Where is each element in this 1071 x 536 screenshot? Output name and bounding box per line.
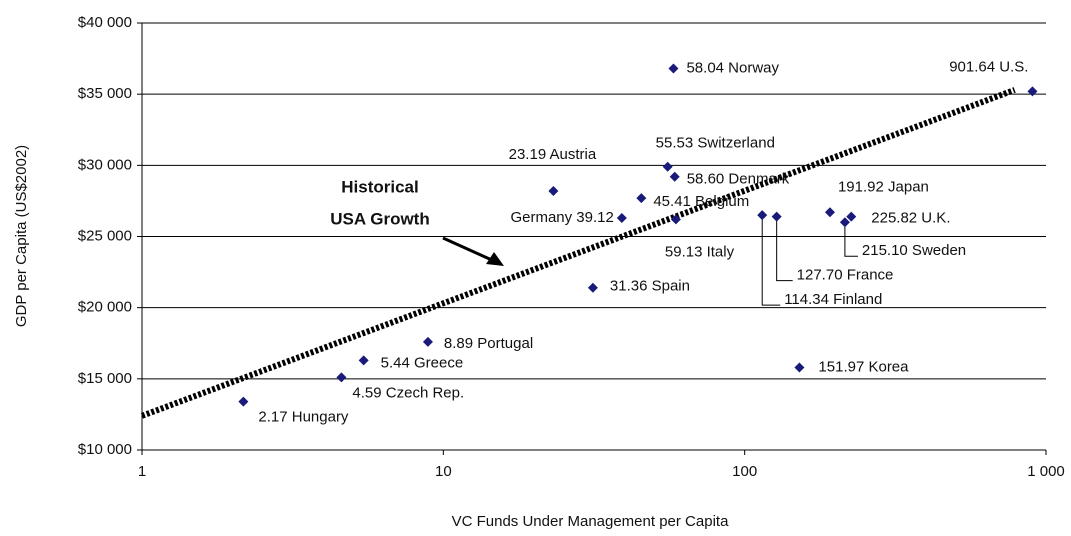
trend-line — [140, 87, 1016, 419]
y-tick-label: $30 000 — [78, 156, 132, 173]
point — [757, 210, 768, 221]
point — [824, 207, 835, 218]
point — [336, 372, 347, 383]
point-label: 5.44 Greece — [381, 354, 464, 371]
point-label: 8.89 Portugal — [444, 335, 533, 352]
y-axis-label: GDP per Capita (US$2002) — [13, 145, 30, 327]
point-label: 2.17 Hungary — [258, 409, 349, 426]
x-tick-label: 1 000 — [1027, 463, 1065, 480]
point — [846, 211, 857, 222]
point — [636, 193, 647, 204]
point-label: 225.82 U.K. — [871, 210, 950, 227]
point — [669, 171, 680, 182]
point — [548, 185, 559, 196]
x-tick-label: 1 — [138, 463, 146, 480]
y-tick-label: $20 000 — [78, 299, 132, 316]
y-tick-label: $25 000 — [78, 227, 132, 244]
point-label: 55.53 Switzerland — [656, 135, 775, 152]
y-tick-label: $10 000 — [78, 441, 132, 458]
y-tick-label: $35 000 — [78, 85, 132, 102]
point — [668, 63, 679, 74]
point — [587, 282, 598, 293]
point-label: 4.59 Czech Rep. — [352, 384, 464, 401]
y-tick-label: $15 000 — [78, 370, 132, 387]
point — [616, 212, 627, 223]
arrow — [442, 236, 495, 263]
point-label: 127.70 France — [797, 267, 894, 284]
annotation: USA Growth — [330, 209, 429, 228]
x-tick-label: 100 — [732, 463, 757, 480]
point-label: 58.60 Denmark — [687, 171, 790, 188]
point-label: 23.19 Austria — [509, 146, 597, 163]
point — [238, 396, 249, 407]
point-label: 191.92 Japan — [838, 178, 929, 195]
leader-line — [776, 220, 793, 282]
point-label: 59.13 Italy — [665, 243, 735, 260]
point-label: 45.41 Belgium — [653, 193, 749, 210]
point-label: Germany 39.12 — [510, 209, 613, 226]
point — [422, 336, 433, 347]
point — [670, 214, 681, 225]
point-label: 114.34 Finland — [784, 291, 882, 308]
point — [662, 161, 673, 172]
y-tick-label: $40 000 — [78, 14, 132, 31]
point-label: 215.10 Sweden — [862, 242, 966, 259]
x-tick-label: 10 — [435, 463, 452, 480]
x-axis-label: VC Funds Under Management per Capita — [452, 513, 729, 530]
point — [794, 362, 805, 373]
arrow-head — [486, 252, 504, 266]
point — [839, 217, 850, 228]
point — [358, 355, 369, 366]
point-label: 151.97 Korea — [818, 358, 909, 375]
point-label: 58.04 Norway — [686, 60, 779, 77]
point — [771, 211, 782, 222]
point-label: 31.36 Spain — [610, 278, 690, 295]
point — [1027, 86, 1038, 97]
leader-line — [844, 226, 858, 257]
point-label: 901.64 U.S. — [949, 58, 1028, 75]
annotation: Historical — [341, 177, 418, 196]
leader-line — [761, 219, 781, 306]
